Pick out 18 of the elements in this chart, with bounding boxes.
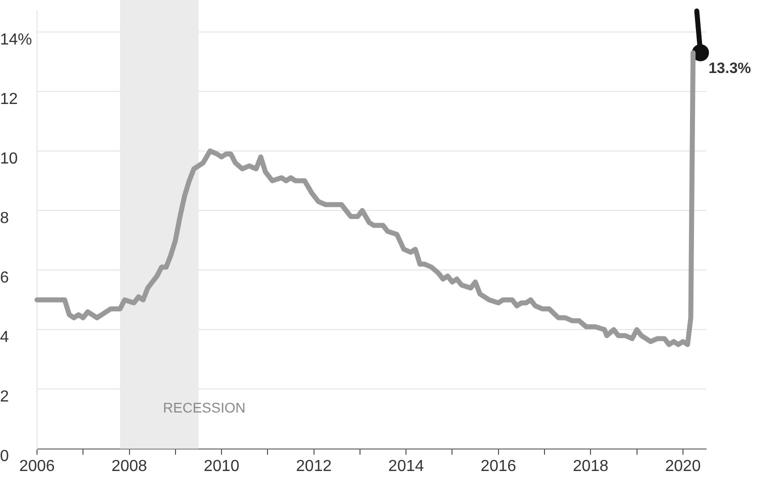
y-tick-label: 14% [0,31,32,48]
x-tick-label: 2012 [296,458,332,475]
x-tick-label: 2016 [480,458,516,475]
x-tick-label: 2020 [665,458,701,475]
x-tick-label: 2014 [388,458,424,475]
y-tick-label: 12 [0,90,18,108]
y-tick-label: 10 [0,150,18,168]
annotation: 13.3% [708,60,752,77]
x-tick-label: 2006 [19,458,55,475]
y-tick-label: 2 [0,388,9,406]
band-label: RECESSION [163,400,246,416]
y-tick-label: 8 [0,210,9,227]
x-tick-label: 2010 [204,458,240,475]
x-tick-label: 2008 [111,458,148,475]
y-tick-label: 0 [0,448,9,466]
y-tick-label: 6 [0,270,9,287]
y-tick-label: 4 [0,329,9,346]
x-tick-label: 2018 [572,458,609,475]
